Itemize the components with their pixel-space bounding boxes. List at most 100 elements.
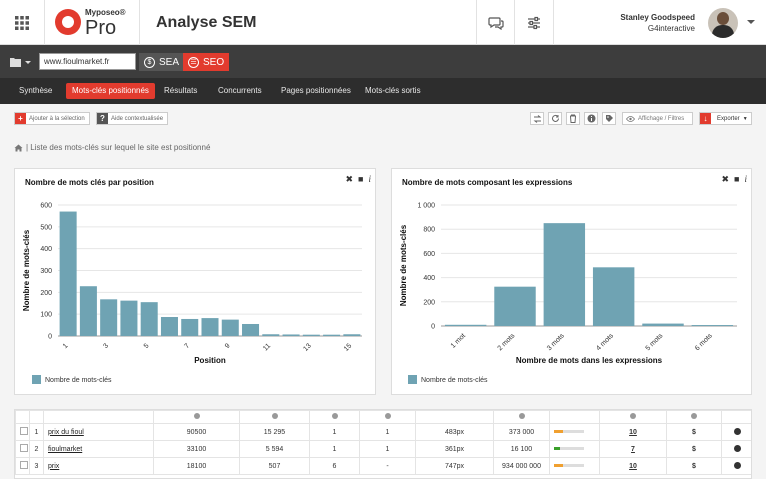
legend-swatch[interactable] (408, 375, 417, 384)
chart-tools: ✖ ■ i (722, 174, 748, 185)
row-checkbox[interactable] (15, 440, 30, 458)
bar-12[interactable] (282, 334, 300, 336)
tab-mots-cles-sortis[interactable]: Mots-clés sortis (365, 86, 421, 95)
tag-button[interactable] (602, 112, 616, 125)
count-link[interactable]: 10 (599, 457, 667, 475)
url-input[interactable] (39, 53, 136, 70)
tab-mots-cles-positionnes[interactable]: Mots-clés positionnés (66, 83, 155, 99)
table-row[interactable]: 2 fioulmarket 33100 5 594 1 1 361px 16 1… (15, 440, 751, 458)
dollar-icon: $ (144, 56, 155, 68)
globe-icon[interactable] (721, 457, 751, 475)
info-icon[interactable]: i (744, 174, 747, 184)
sort-volume[interactable] (153, 410, 240, 424)
bar-1-mot[interactable] (444, 324, 487, 326)
info-icon (587, 114, 595, 123)
add-selection-button[interactable]: + Ajouter à la sélection (14, 112, 90, 125)
bar-14[interactable] (323, 334, 341, 336)
display-filters-button[interactable]: Affichage / Filtres (622, 112, 693, 125)
keywords-table: 1 prix du fioul 90500 15 295 1 1 483px 3… (14, 409, 752, 479)
sort-traffic[interactable] (493, 410, 550, 424)
position-cell: 1 (309, 440, 360, 458)
bar-2-mots[interactable] (494, 286, 536, 326)
y-tick-label: 400 (40, 246, 52, 253)
tools-icon[interactable]: ✖ (345, 174, 354, 184)
info-icon[interactable]: i (368, 174, 371, 184)
position-cell: 6 (309, 457, 360, 475)
breadcrumb: | Liste des mots-clés sur lequel le site… (14, 143, 210, 152)
legend-label[interactable]: Nombre de mots-clés (45, 377, 112, 384)
keyword-link[interactable]: fioulmarket (43, 440, 154, 458)
avatar[interactable] (708, 8, 738, 38)
bar-2[interactable] (79, 286, 97, 336)
bar-3-mots[interactable] (543, 223, 586, 326)
globe-icon[interactable] (721, 423, 751, 441)
mode-sea-button[interactable]: $ SEA (139, 53, 185, 71)
bar-4-mots[interactable] (592, 267, 635, 326)
bar-6[interactable] (160, 317, 178, 336)
legend-swatch[interactable] (32, 375, 41, 384)
tab-concurrents[interactable]: Concurrents (218, 86, 262, 95)
sort-results[interactable] (239, 410, 310, 424)
user-menu[interactable]: Stanley Goodspeed G4interactive (553, 0, 766, 45)
count-link[interactable]: 10 (599, 423, 667, 441)
tab-pages-positionnees[interactable]: Pages positionnées (281, 86, 351, 95)
sort-position[interactable] (309, 410, 360, 424)
keyword-link[interactable]: prix du fioul (43, 423, 154, 441)
row-checkbox[interactable] (15, 423, 30, 441)
trash-button[interactable] (566, 112, 580, 125)
sort-best[interactable] (359, 410, 416, 424)
bar-1[interactable] (59, 211, 77, 336)
bar-10[interactable] (242, 323, 260, 336)
help-button[interactable]: ? Aide contextualisée (96, 112, 169, 125)
sort-icon (691, 413, 697, 419)
bar-7[interactable] (181, 318, 199, 336)
trash-icon (570, 114, 576, 123)
chat-button[interactable] (476, 0, 514, 45)
tab-synthese[interactable]: Synthèse (19, 86, 53, 95)
top-bar: Myposeo® Pro Analyse SEM Stanley Goodspe… (0, 0, 766, 45)
bar-15[interactable] (343, 334, 361, 336)
tools-icon[interactable]: ✖ (721, 174, 730, 184)
bar-8[interactable] (201, 318, 219, 336)
bar-5-mots[interactable] (642, 323, 684, 326)
info-button[interactable] (584, 112, 598, 125)
swap-button[interactable] (530, 112, 544, 125)
folder-menu-button[interactable] (10, 55, 32, 69)
table-row[interactable]: 3 prix 18100 507 6 - 747px 934 000 000 1… (15, 457, 751, 475)
keyword-link[interactable]: prix (43, 457, 154, 475)
bar-11[interactable] (262, 334, 280, 336)
sort-cost[interactable] (666, 410, 722, 424)
bar-6-mots[interactable] (691, 325, 734, 326)
logo-product: Pro (85, 17, 117, 39)
bar-5[interactable] (140, 302, 158, 336)
tab-resultats[interactable]: Résultats (164, 86, 198, 95)
best-position-cell: 1 (359, 440, 416, 458)
x-tick-label: 5 mots (645, 332, 665, 352)
legend-label[interactable]: Nombre de mots-clés (421, 377, 488, 384)
app-logo[interactable]: Myposeo® Pro (55, 6, 135, 40)
globe-icon[interactable] (721, 440, 751, 458)
home-icon[interactable] (14, 144, 23, 152)
refresh-button[interactable] (548, 112, 562, 125)
settings-sliders-button[interactable] (514, 0, 552, 45)
mode-seo-button[interactable]: ☰ SEO (183, 53, 230, 71)
bar-3[interactable] (100, 299, 118, 336)
page-title: Analyse SEM (139, 0, 256, 45)
bar-9[interactable] (221, 319, 239, 336)
results-cell: 507 (239, 457, 310, 475)
camera-icon[interactable]: ■ (734, 174, 740, 184)
y-tick-label: 1 000 (417, 203, 435, 210)
sort-count[interactable] (599, 410, 667, 424)
sort-icon (193, 413, 200, 419)
bar-13[interactable] (302, 334, 320, 336)
export-button[interactable]: ↓ Exporter ▼ (699, 112, 752, 125)
count-link[interactable]: 7 (599, 440, 667, 458)
row-checkbox[interactable] (15, 457, 30, 475)
x-tick-label: 7 (183, 342, 191, 350)
camera-icon[interactable]: ■ (358, 174, 364, 184)
refresh-icon (551, 114, 559, 122)
apps-grid-button[interactable] (0, 0, 45, 45)
chevron-down-icon[interactable] (747, 20, 755, 24)
table-row[interactable]: 1 prix du fioul 90500 15 295 1 1 483px 3… (15, 423, 751, 441)
bar-4[interactable] (120, 300, 138, 336)
